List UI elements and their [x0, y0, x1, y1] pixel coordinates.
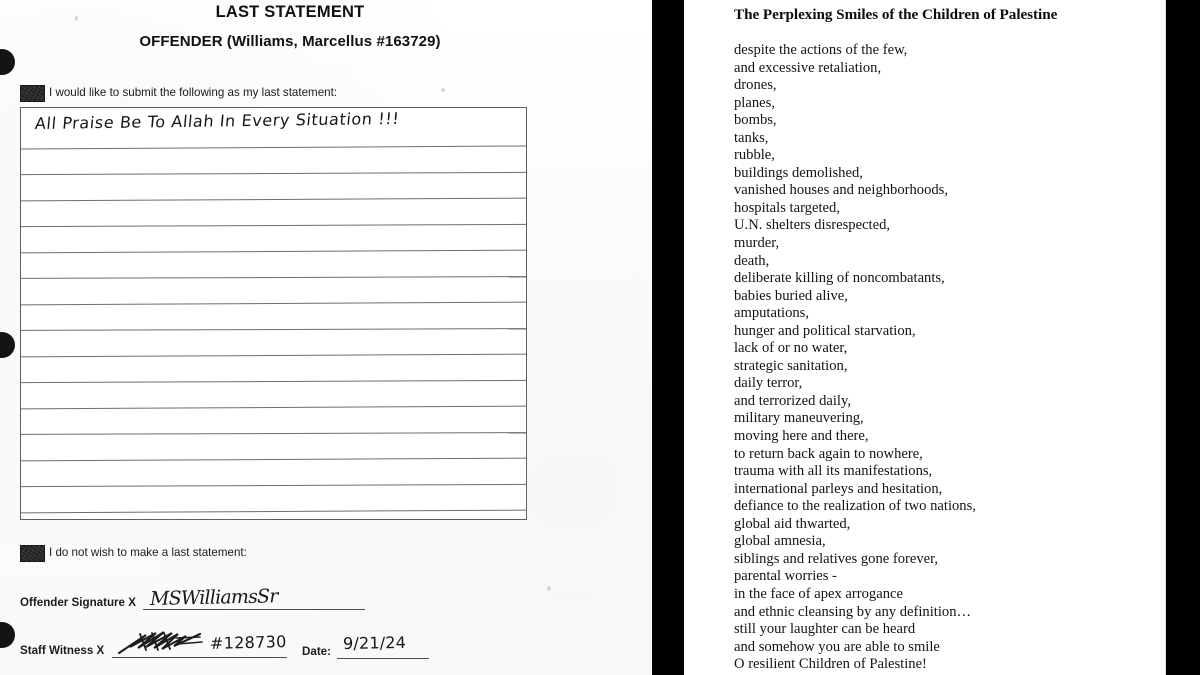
- scan-edge-artifact: [0, 332, 15, 358]
- rule-line: [21, 145, 526, 150]
- checkbox-submit-statement[interactable]: [20, 85, 45, 102]
- poem-line: babies buried alive,: [734, 287, 848, 304]
- scan-speck: [547, 586, 551, 591]
- rule-line: [21, 432, 526, 435]
- poem-line: rubble,: [734, 147, 775, 164]
- scan-black-bar-right: [1166, 0, 1200, 675]
- offender-signature-value: MSWilliamsSr: [149, 585, 278, 610]
- poem-line: O resilient Children of Palestine!: [734, 656, 927, 673]
- rule-line: [21, 509, 526, 514]
- poem-paper: The Perplexing Smiles of the Children of…: [684, 0, 1166, 675]
- scan-edge-artifact: [0, 622, 15, 648]
- poem-line: tanks,: [734, 129, 769, 146]
- scan-black-bar-left: [652, 0, 684, 675]
- poem-line: and ethnic cleansing by any definition…: [734, 603, 972, 620]
- poem-line: still your laughter can be heard: [734, 621, 916, 638]
- staff-witness-label: Staff Witness X: [20, 644, 105, 657]
- poem-line: bombs,: [734, 112, 777, 129]
- poem-line: despite the actions of the few,: [734, 42, 908, 58]
- scan-edge-artifact: [0, 49, 15, 75]
- date-value: 9/21/24: [342, 632, 407, 653]
- scan-speck: [75, 16, 78, 21]
- poem-line: trauma with all its manifestations,: [734, 463, 933, 480]
- rule-line: [21, 483, 526, 488]
- rule-line: [21, 301, 526, 306]
- form-subtitle-offender: OFFENDER (Williams, Marcellus #163729): [139, 33, 441, 50]
- staff-witness-rule: [112, 657, 287, 658]
- rule-line: [21, 379, 526, 384]
- poem-line: defiance to the realization of two natio…: [734, 498, 976, 515]
- poem-line: hospitals targeted,: [734, 199, 840, 216]
- poem-line: death,: [734, 252, 770, 269]
- form-title: LAST STATEMENT: [215, 3, 365, 21]
- poem-line: vanished houses and neighborhoods,: [734, 182, 949, 199]
- poem-body: despite the actions of the few, and exces…: [734, 42, 1164, 674]
- poem-line: amputations,: [734, 305, 809, 322]
- staff-witness-badge-number: #128730: [209, 631, 287, 653]
- poem-line: parental worries -: [734, 568, 837, 585]
- handwritten-statement-text: All Praise Be To Allah In Every Situatio…: [34, 108, 401, 134]
- poem-line: international parleys and hesitation,: [734, 480, 943, 497]
- poem-line: drones,: [734, 77, 777, 94]
- poem-line: murder,: [734, 235, 780, 252]
- rule-line: [21, 276, 526, 279]
- rule-line: [21, 223, 526, 228]
- poem-line: in the face of apex arrogance: [734, 585, 903, 602]
- date-label: Date:: [302, 645, 331, 658]
- scan-speck: [441, 88, 445, 92]
- poem-line: deliberate killing of noncombatants,: [734, 270, 945, 287]
- rule-line: [21, 353, 526, 358]
- rule-line: [21, 171, 526, 176]
- poem-line: global aid thwarted,: [734, 515, 851, 532]
- rule-line: [21, 457, 526, 462]
- poem-line: and excessive retaliation,: [734, 59, 882, 76]
- rule-line: [21, 328, 526, 331]
- poem-page-scan: The Perplexing Smiles of the Children of…: [652, 0, 1200, 675]
- poem-line: hunger and political starvation,: [734, 322, 916, 339]
- poem-line: planes,: [734, 94, 775, 111]
- poem-line: to return back again to nowhere,: [734, 445, 923, 462]
- staff-witness-signature-scrawl: [117, 631, 203, 655]
- statement-ruled-box[interactable]: All Praise Be To Allah In Every Situatio…: [20, 107, 527, 520]
- poem-title: The Perplexing Smiles of the Children of…: [734, 6, 1058, 23]
- rule-line: [21, 405, 526, 410]
- checkbox-decline-statement[interactable]: [20, 545, 45, 562]
- poem-line: buildings demolished,: [734, 164, 863, 181]
- poem-line: military maneuvering,: [734, 410, 864, 427]
- date-rule: [337, 658, 429, 659]
- poem-line: siblings and relatives gone forever,: [734, 550, 939, 567]
- poem-line: strategic sanitation,: [734, 357, 848, 374]
- poem-line: lack of or no water,: [734, 340, 848, 357]
- poem-line: global amnesia,: [734, 533, 826, 550]
- page-right-edge: [1165, 0, 1166, 675]
- poem-line: daily terror,: [734, 375, 803, 392]
- poem-line: moving here and there,: [734, 428, 869, 445]
- offender-signature-rule: [143, 609, 365, 610]
- checkbox-decline-statement-label: I do not wish to make a last statement:: [49, 546, 247, 559]
- offender-signature-label: Offender Signature X: [20, 596, 136, 609]
- rule-line: [21, 197, 526, 202]
- checkbox-submit-statement-label: I would like to submit the following as …: [49, 86, 338, 99]
- last-statement-form-scan: LAST STATEMENT OFFENDER (Williams, Marce…: [0, 0, 652, 675]
- poem-line: U.N. shelters disrespected,: [734, 217, 891, 234]
- rule-line: [21, 249, 526, 254]
- poem-line: and terrorized daily,: [734, 392, 851, 409]
- poem-line: and somehow you are able to smile: [734, 638, 940, 655]
